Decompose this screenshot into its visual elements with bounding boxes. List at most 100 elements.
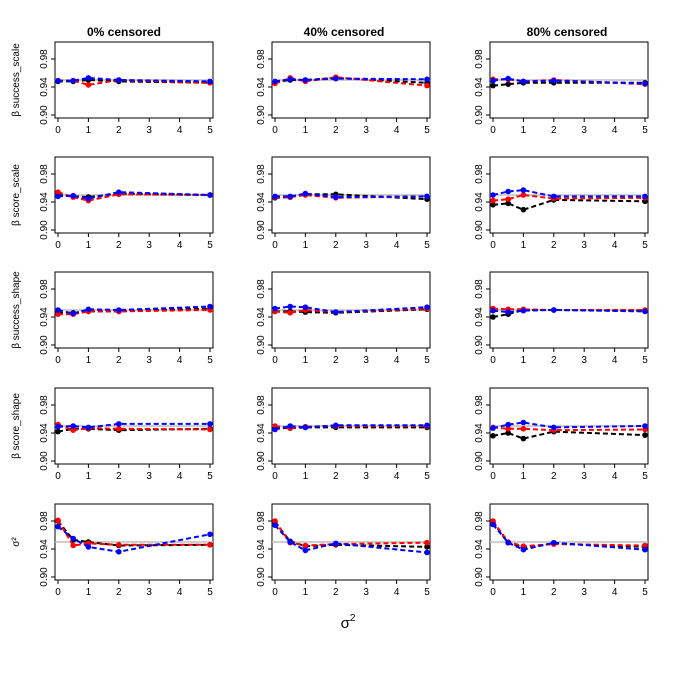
- data-point-blue: [85, 306, 92, 313]
- y-tick-label: 0.98: [256, 279, 267, 299]
- data-point-blue: [70, 77, 76, 84]
- x-tick-label: 4: [177, 471, 183, 482]
- series-line-blue: [274, 424, 427, 431]
- x-tick-label: 3: [581, 471, 587, 482]
- x-tick-label: 1: [303, 240, 309, 251]
- x-tick-label: 3: [363, 355, 369, 366]
- x-tick-label: 4: [177, 125, 183, 136]
- y-tick-label: 0.98: [256, 49, 267, 69]
- data-point-blue: [490, 192, 496, 198]
- x-tick-label: 0: [272, 471, 278, 482]
- data-point-blue: [642, 423, 648, 429]
- y-tick-label: 0.90: [39, 105, 50, 125]
- series-line-red: [57, 423, 211, 432]
- data-point-blue: [272, 522, 278, 528]
- panel: 0 1 2 3 4 5 0.90 0.94 0.98: [474, 41, 649, 136]
- x-tick-label: 2: [333, 125, 339, 136]
- data-point-blue: [116, 189, 122, 195]
- data-point-blue: [520, 78, 527, 85]
- x-tick-label: 1: [86, 240, 92, 251]
- x-tick-label: 4: [394, 355, 400, 366]
- data-point-blue: [207, 78, 213, 85]
- panel: 0 1 2 3 4 5 0.90 0.94 0.98: [256, 503, 431, 598]
- y-tick-label: 0.98: [474, 279, 485, 299]
- data-point-red: [207, 426, 213, 433]
- data-point-blue: [520, 187, 527, 193]
- data-point-blue: [490, 77, 496, 84]
- data-point-blue: [333, 540, 339, 547]
- y-tick-label: 0.94: [39, 77, 50, 97]
- data-point-blue: [287, 76, 294, 83]
- x-tick-label: 2: [551, 471, 557, 482]
- data-point-blue: [272, 78, 278, 85]
- series-line-blue: [274, 524, 428, 554]
- panel: 0 1 2 3 4 5 0.90 0.94 0.98: [256, 156, 431, 251]
- data-point-blue: [302, 77, 309, 83]
- y-tick-label: 0.94: [474, 423, 485, 443]
- series-line-blue: [57, 422, 210, 429]
- data-point-red: [424, 82, 430, 89]
- x-tick-label: 3: [363, 471, 369, 482]
- y-tick-label: 0.98: [39, 49, 50, 69]
- x-tick-label: 5: [424, 471, 430, 482]
- y-tick-label: 0.94: [39, 307, 50, 327]
- x-tick-label: 4: [612, 471, 618, 482]
- x-tick-label: 4: [177, 240, 183, 251]
- y-tick-label: 0.94: [256, 423, 267, 443]
- data-point-blue: [85, 75, 92, 81]
- y-tick-label: 0.90: [256, 451, 267, 471]
- x-tick-label: 0: [55, 240, 61, 251]
- series-line-blue: [57, 191, 211, 200]
- x-tick-label: 2: [551, 587, 557, 598]
- data-point-blue: [551, 424, 557, 431]
- column-titles: 0% censored 40% censored 80% censored: [87, 25, 607, 39]
- data-point-blue: [333, 422, 339, 429]
- data-point-red: [520, 192, 527, 198]
- x-tick-label: 3: [146, 587, 152, 598]
- x-tick-label: 1: [521, 125, 527, 136]
- series-line-blue: [274, 77, 428, 83]
- data-point-red: [55, 189, 61, 195]
- x-tick-label: 5: [642, 587, 648, 598]
- series-line-blue: [275, 192, 428, 199]
- data-point-blue: [333, 75, 339, 82]
- series-line-black: [492, 81, 645, 87]
- data-point-black: [55, 428, 61, 435]
- data-point-blue: [272, 305, 278, 312]
- x-tick-label: 0: [55, 125, 61, 136]
- column-title-0: 0% censored: [87, 25, 161, 39]
- x-tick-label: 2: [551, 355, 557, 366]
- data-point-red: [642, 542, 648, 549]
- x-tick-label: 4: [394, 240, 400, 251]
- data-point-red: [207, 542, 213, 548]
- x-tick-label: 4: [177, 355, 183, 366]
- y-tick-label: 0.98: [39, 395, 50, 415]
- x-tick-label: 4: [177, 587, 183, 598]
- x-tick-label: 2: [333, 355, 339, 366]
- x-tick-label: 0: [55, 355, 61, 366]
- data-point-blue: [551, 539, 557, 546]
- x-tick-label: 5: [207, 125, 213, 136]
- y-tick-label: 0.98: [256, 395, 267, 415]
- x-tick-label: 0: [272, 125, 278, 136]
- x-tick-label: 1: [86, 355, 92, 366]
- y-tick-label: 0.94: [256, 192, 267, 212]
- panel: 0 1 2 3 4 5 0.90 0.94 0.98 β score_shape: [11, 387, 214, 482]
- y-tick-label: 0.90: [256, 567, 267, 587]
- data-point-blue: [207, 303, 213, 310]
- x-tick-label: 2: [551, 125, 557, 136]
- x-tick-label: 0: [55, 587, 61, 598]
- y-tick-label: 0.98: [39, 511, 50, 531]
- data-point-blue: [302, 190, 309, 197]
- row-label: σ²: [11, 537, 22, 547]
- data-point-blue: [490, 425, 496, 431]
- x-tick-label: 1: [521, 471, 527, 482]
- x-tick-label: 4: [612, 587, 618, 598]
- x-tick-label: 5: [207, 355, 213, 366]
- x-tick-label: 1: [303, 355, 309, 366]
- x-tick-label: 3: [581, 125, 587, 136]
- y-tick-label: 0.94: [474, 307, 485, 327]
- x-tick-label: 5: [424, 587, 430, 598]
